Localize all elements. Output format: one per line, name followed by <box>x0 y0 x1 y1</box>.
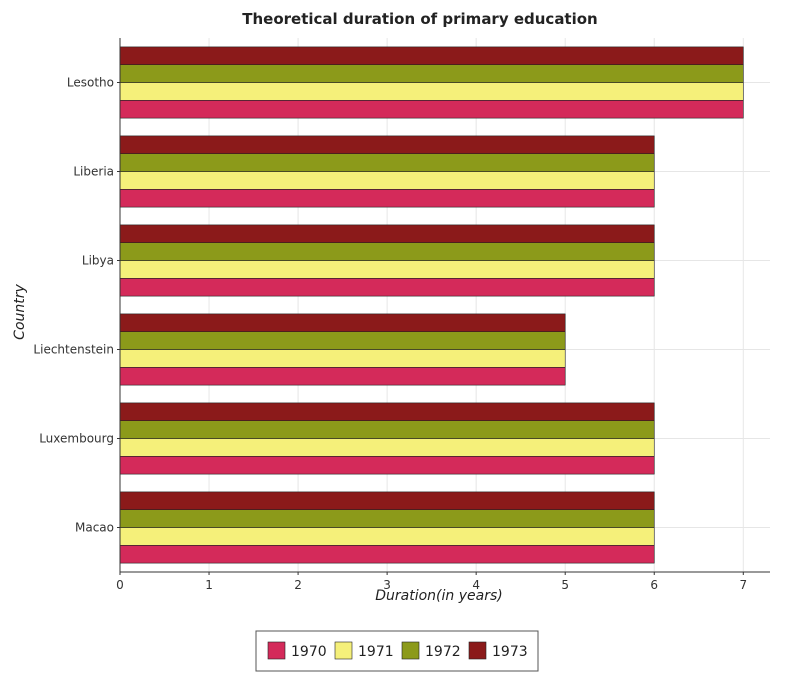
legend-swatch-1971 <box>334 641 353 660</box>
legend-label-1971: 1971 <box>358 644 394 660</box>
x-tick-label: 1 <box>205 578 213 592</box>
chart-title: Theoretical duration of primary educatio… <box>242 10 597 28</box>
bar-1973-libya <box>119 224 655 243</box>
bar-1970-liechtenstein <box>119 366 566 386</box>
y-tick-label: Luxembourg <box>39 432 114 446</box>
y-tick-label: Liberia <box>73 165 114 179</box>
legend-swatch-1970 <box>267 641 286 660</box>
x-tick-label: 5 <box>561 578 569 592</box>
bar-1971-macao <box>119 527 655 546</box>
y-tick-label: Macao <box>75 521 114 535</box>
bar-1970-macao <box>119 544 655 564</box>
y-tick-label: Liechtenstein <box>33 343 114 357</box>
legend-label-1972: 1972 <box>425 644 461 660</box>
bar-1972-liberia <box>119 153 655 172</box>
bar-1970-libya <box>119 277 655 297</box>
x-tick-label: 2 <box>294 578 302 592</box>
bar-1970-liberia <box>119 189 655 208</box>
y-axis-label: Country <box>12 283 28 339</box>
x-tick-label: 3 <box>383 578 391 592</box>
bar-1973-lesotho <box>119 46 744 66</box>
bar-1971-libya <box>119 260 655 279</box>
legend: 1970 1971 1972 1973 <box>255 630 539 672</box>
y-tick-label: Libya <box>82 254 114 268</box>
bar-1971-liberia <box>119 171 655 190</box>
bar-1972-liechtenstein <box>119 331 566 350</box>
legend-box <box>255 630 539 672</box>
bar-1971-liechtenstein <box>119 349 566 368</box>
legend-swatch-1973 <box>468 641 487 660</box>
bar-1973-macao <box>119 491 655 510</box>
bar-1972-lesotho <box>119 64 744 83</box>
plot-area: Lesotho Liberia Libya Liechtenstein Luxembou… <box>33 38 770 592</box>
x-tick-label: 6 <box>650 578 658 592</box>
x-tick-label: 7 <box>739 578 747 592</box>
plot-background <box>120 38 770 572</box>
bar-1972-macao <box>119 509 655 528</box>
bar-1973-liberia <box>119 135 655 154</box>
bar-1970-lesotho <box>119 100 744 119</box>
legend-label-1970: 1970 <box>291 644 327 660</box>
bar-1971-lesotho <box>119 82 744 101</box>
x-tick-label: 4 <box>472 578 480 592</box>
bar-1971-luxembourg <box>119 438 655 457</box>
x-tick-label: 0 <box>116 578 124 592</box>
bar-1972-luxembourg <box>119 420 655 439</box>
bar-1972-libya <box>119 242 655 261</box>
x-axis-label: Duration(in years) <box>375 588 502 604</box>
legend-label-1973: 1973 <box>492 644 528 660</box>
legend-swatch-1972 <box>401 641 420 660</box>
y-tick-label: Lesotho <box>67 76 114 90</box>
bar-1970-luxembourg <box>119 455 655 475</box>
bar-1973-liechtenstein <box>119 313 566 332</box>
bar-1973-luxembourg <box>119 402 655 421</box>
